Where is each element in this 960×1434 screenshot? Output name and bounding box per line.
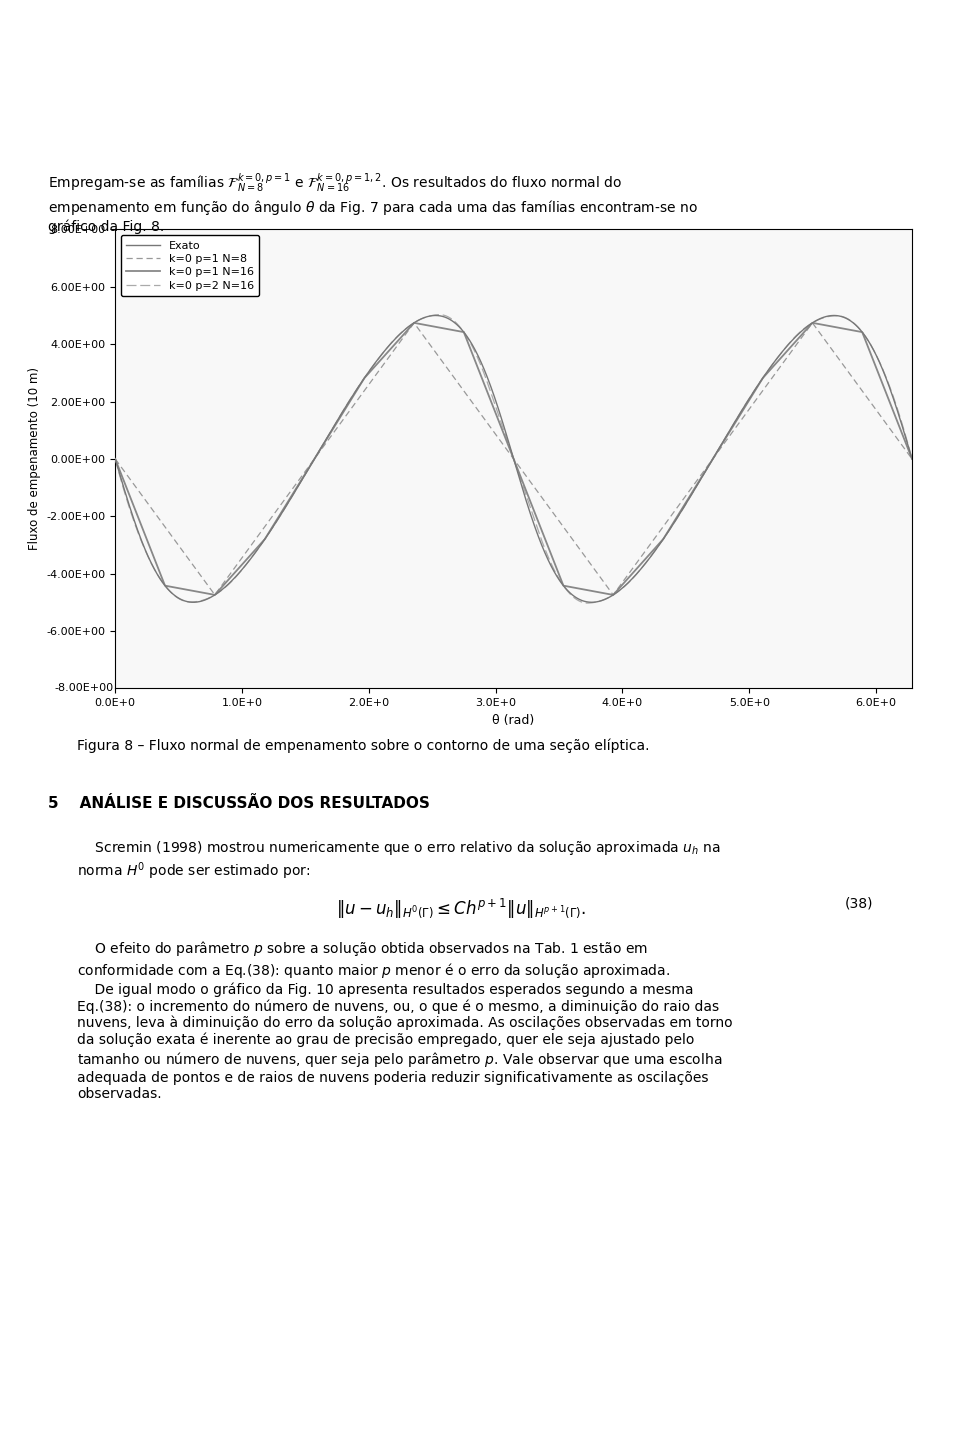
Line: k=0 p=1 N=16: k=0 p=1 N=16: [115, 323, 912, 595]
Exato: [906, 450, 918, 467]
Text: Empregam-se as famílias $\mathcal{F}_{N=8}^{k=0,p=1}$ e $\mathcal{F}_{N=16}^{k=0: Empregam-se as famílias $\mathcal{F}_{N=…: [48, 172, 698, 234]
k=0 p=2 N=16: [906, 450, 918, 467]
k=0 p=2 N=16: [450, 314, 462, 331]
k=0 p=1 N=16: [450, 323, 462, 340]
k=0 p=1 N=16: [248, 543, 259, 561]
k=0 p=1 N=16: [608, 587, 619, 604]
k=0 p=1 N=16: [891, 412, 902, 429]
Exato: [187, 594, 199, 611]
k=0 p=1 N=16: [201, 585, 212, 602]
k=0 p=1 N=8: [416, 324, 427, 341]
k=0 p=1 N=16: [416, 315, 427, 333]
Text: Scremin (1998) mostrou numericamente que o erro relativo da solução aproximada $: Scremin (1998) mostrou numericamente que…: [77, 839, 720, 882]
k=0 p=1 N=8: [450, 371, 462, 389]
Line: k=0 p=1 N=8: k=0 p=1 N=8: [115, 323, 912, 595]
k=0 p=1 N=16: [408, 314, 420, 331]
Exato: [828, 307, 840, 324]
Text: 5    ANÁLISE E DISCUSSÃO DOS RESULTADOS: 5 ANÁLISE E DISCUSSÃO DOS RESULTADOS: [48, 796, 430, 810]
k=0 p=1 N=16: [906, 450, 918, 467]
k=0 p=1 N=16: [805, 315, 817, 333]
Exato: [891, 400, 902, 417]
X-axis label: θ (rad): θ (rad): [492, 714, 535, 727]
Text: O efeito do parâmetro $p$ sobre a solução obtida observados na Tab. 1 estão em
c: O efeito do parâmetro $p$ sobre a soluçã…: [77, 939, 732, 1101]
Exato: [248, 546, 259, 564]
k=0 p=1 N=8: [201, 575, 212, 592]
Text: $\|u - u_h\|_{H^0(\Gamma)} \leq Ch^{p+1}\|u\|_{H^{p+1}(\Gamma)}.$: $\|u - u_h\|_{H^0(\Gamma)} \leq Ch^{p+1}…: [336, 896, 587, 921]
Legend: Exato, k=0 p=1 N=8, k=0 p=1 N=16, k=0 p=2 N=16: Exato, k=0 p=1 N=8, k=0 p=1 N=16, k=0 p=…: [121, 235, 259, 295]
k=0 p=1 N=8: [906, 450, 918, 467]
k=0 p=2 N=16: [248, 546, 259, 564]
Line: Exato: Exato: [115, 315, 912, 602]
k=0 p=1 N=8: [891, 430, 902, 447]
Text: -8.00E+00: -8.00E+00: [55, 684, 114, 693]
Exato: [450, 315, 462, 333]
k=0 p=1 N=8: [805, 317, 817, 334]
Text: (38): (38): [845, 896, 874, 911]
Exato: [416, 310, 427, 327]
k=0 p=2 N=16: [805, 315, 817, 333]
Exato: [109, 450, 121, 467]
k=0 p=2 N=16: [582, 595, 593, 612]
k=0 p=2 N=16: [434, 305, 445, 323]
Line: k=0 p=2 N=16: k=0 p=2 N=16: [115, 314, 912, 604]
Text: Figura 8 – Fluxo normal de empenamento sobre o contorno de uma seção elíptica.: Figura 8 – Fluxo normal de empenamento s…: [77, 739, 649, 753]
k=0 p=1 N=8: [806, 314, 818, 331]
Exato: [805, 315, 817, 333]
Exato: [201, 591, 212, 608]
Y-axis label: Fluxo de empenamento (10 m): Fluxo de empenamento (10 m): [28, 367, 40, 551]
k=0 p=2 N=16: [891, 399, 902, 416]
k=0 p=1 N=8: [209, 587, 221, 604]
k=0 p=1 N=8: [248, 533, 259, 551]
k=0 p=2 N=16: [109, 450, 121, 467]
k=0 p=1 N=16: [109, 450, 121, 467]
k=0 p=2 N=16: [201, 591, 212, 608]
k=0 p=2 N=16: [415, 311, 426, 328]
k=0 p=1 N=8: [109, 450, 121, 467]
